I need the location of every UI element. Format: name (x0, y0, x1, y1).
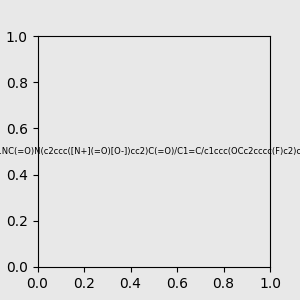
Text: O=C1NC(=O)N(c2ccc([N+](=O)[O-])cc2)C(=O)/C1=C/c1ccc(OCc2cccc(F)c2)c(OC)c1: O=C1NC(=O)N(c2ccc([N+](=O)[O-])cc2)C(=O)… (0, 147, 300, 156)
